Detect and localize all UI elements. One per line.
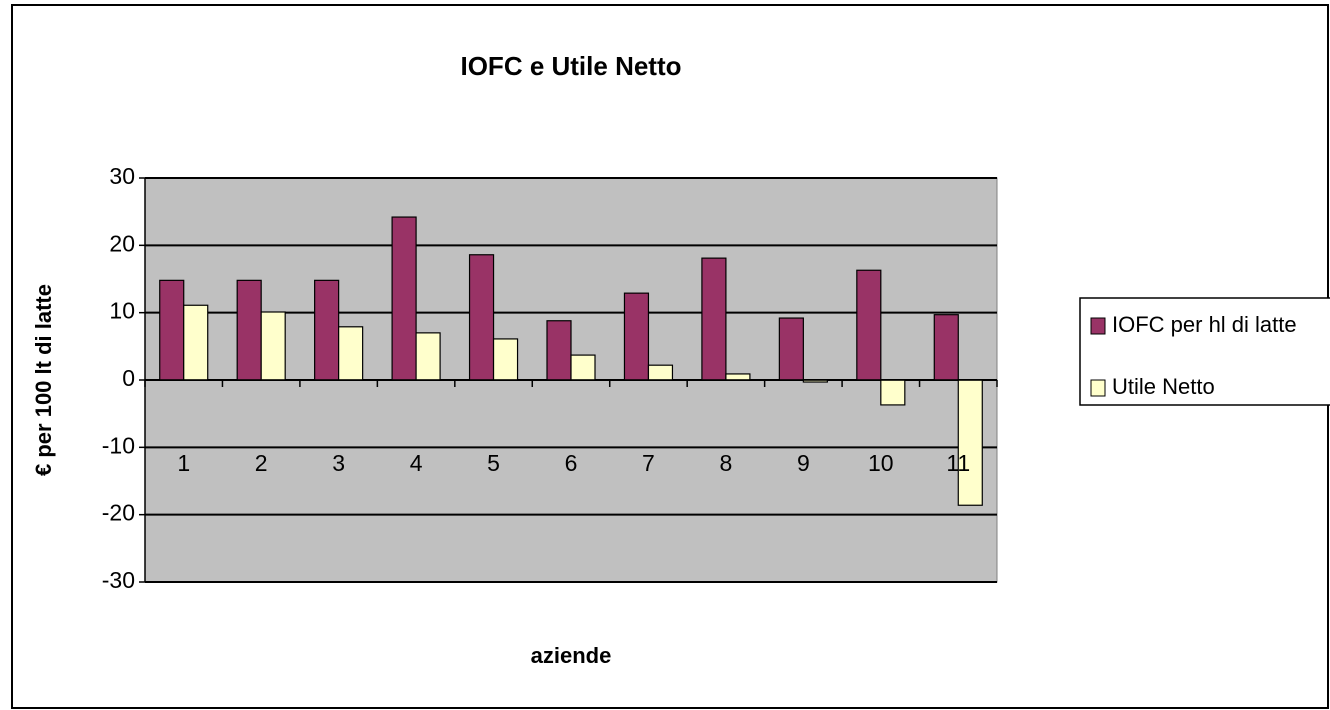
bar [468,254,495,381]
bar [701,257,727,381]
chart-title: IOFC e Utile Netto [460,51,681,81]
bar [856,269,882,381]
bar [546,320,572,381]
y-tick-label: 0 [122,365,135,391]
bar [933,314,959,381]
bar [183,304,209,381]
y-tick-label: -30 [102,567,135,593]
y-tick-label: 30 [109,163,135,189]
bar [778,317,804,381]
legend-swatch [1090,317,1106,335]
bar [647,364,674,381]
x-tick-label: 8 [720,450,733,476]
legend-box [1079,297,1330,406]
x-tick-label: 5 [487,450,500,476]
x-tick-label: 2 [255,450,268,476]
y-tick-label: 20 [109,230,135,256]
bar [492,338,519,381]
bar [880,379,906,406]
x-tick-label: 10 [868,450,894,476]
bar [570,354,596,381]
x-tick-label: 9 [797,450,810,476]
bar [391,216,417,381]
legend-swatch [1090,379,1106,397]
bar [236,279,262,381]
x-tick-label: 4 [410,450,423,476]
x-tick-label: 6 [565,450,578,476]
bar [957,379,983,506]
x-tick-label: 3 [332,450,345,476]
legend-label: IOFC per hl di latte [1112,312,1297,337]
y-tick-label: -10 [102,432,135,458]
x-axis-label: aziende [531,643,612,668]
y-tick-label: 10 [109,298,135,324]
x-tick-label: 1 [177,450,190,476]
bar [725,373,751,381]
y-axis-label: € per 100 lt di latte [31,284,56,476]
legend-label: Utile Netto [1112,374,1215,399]
bar [260,311,286,381]
bar [314,279,340,381]
bar [338,326,364,381]
bar [415,332,441,381]
y-tick-label: -20 [102,500,135,526]
bar [623,292,650,381]
bar [159,279,185,381]
x-tick-label: 7 [642,450,655,476]
x-tick-label: 11 [946,450,970,476]
